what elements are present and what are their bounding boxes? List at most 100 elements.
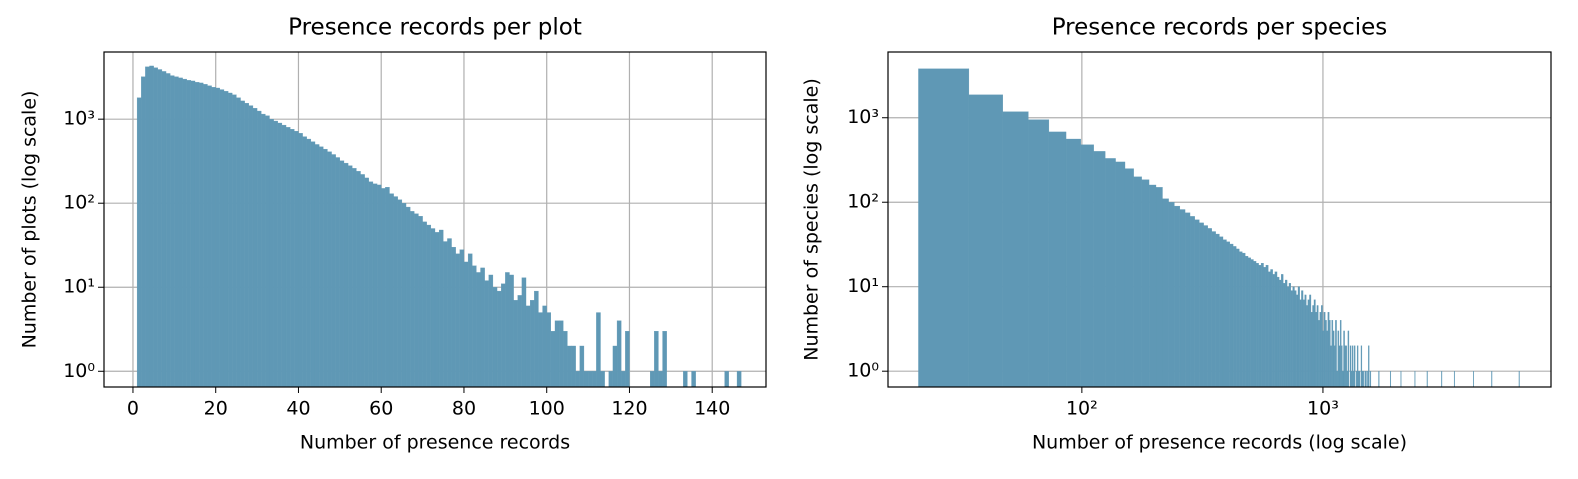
bar <box>600 371 605 388</box>
bar <box>1260 263 1264 388</box>
x-tick-label: 10² <box>1066 398 1098 420</box>
bar <box>430 228 436 388</box>
bar <box>1168 202 1175 388</box>
bar <box>567 345 572 388</box>
bar <box>1263 267 1267 388</box>
bar <box>1378 371 1380 388</box>
bar <box>1184 212 1191 388</box>
bar <box>476 272 481 388</box>
bar <box>1339 320 1342 388</box>
bar <box>314 144 320 388</box>
bar <box>501 283 506 388</box>
bar <box>1301 290 1304 388</box>
bar <box>1518 371 1520 388</box>
bar <box>488 274 494 388</box>
bar <box>170 75 175 388</box>
bar <box>621 371 626 388</box>
bar <box>1162 198 1169 388</box>
bar <box>1335 320 1337 388</box>
bar <box>294 131 299 388</box>
bar <box>1330 345 1332 388</box>
bar <box>1350 371 1353 388</box>
y-tick-label: 10³ <box>847 106 879 128</box>
bar <box>592 371 597 388</box>
x-axis-label: Number of presence records <box>300 432 570 454</box>
bar <box>323 148 328 388</box>
bar <box>1255 263 1259 388</box>
bar <box>215 87 220 388</box>
bar <box>434 232 440 388</box>
bar <box>414 213 419 388</box>
bar <box>376 184 382 388</box>
bar <box>194 82 200 388</box>
bar <box>318 146 324 388</box>
bar <box>1028 119 1050 388</box>
bar <box>256 110 262 388</box>
x-tick-label: 40 <box>286 398 310 420</box>
axes: 10² 10³ 10⁰ 10¹ 10² 10³ Presence records per s… <box>801 15 1552 454</box>
bar <box>240 100 245 388</box>
bar <box>1327 311 1330 388</box>
bar <box>538 312 543 388</box>
bar <box>389 193 394 388</box>
bar <box>1250 259 1254 388</box>
bar <box>1344 345 1346 388</box>
x-tick-label: 120 <box>611 398 647 420</box>
bar <box>232 94 237 388</box>
bar <box>1247 257 1251 388</box>
bar <box>1368 345 1370 388</box>
bar <box>393 196 398 388</box>
bar <box>227 92 233 388</box>
bar <box>1307 299 1310 388</box>
bar <box>327 151 332 388</box>
bar <box>290 129 295 388</box>
bar <box>1048 131 1067 388</box>
bar <box>136 97 142 388</box>
bar <box>410 211 415 388</box>
bar <box>1219 236 1224 388</box>
bar <box>443 241 448 388</box>
bar <box>426 224 432 388</box>
bar <box>1322 330 1325 388</box>
bar <box>1332 330 1335 388</box>
bar <box>1313 299 1316 388</box>
x-tick-label: 10³ <box>1307 398 1339 420</box>
bar <box>1414 371 1416 388</box>
bar <box>459 249 465 388</box>
y-tick-label: 10² <box>847 191 879 213</box>
bar <box>1222 239 1227 388</box>
bar <box>1226 241 1230 388</box>
bar <box>302 136 307 388</box>
bar <box>625 331 630 388</box>
bar <box>1080 144 1094 388</box>
bar <box>1141 179 1150 388</box>
bar <box>1286 286 1290 388</box>
bar <box>405 206 411 388</box>
bar <box>521 277 527 388</box>
bar <box>683 371 688 388</box>
bar <box>1207 228 1212 388</box>
y-tick-label: 10¹ <box>847 275 879 297</box>
bar <box>1288 283 1291 388</box>
bar <box>616 320 622 388</box>
bar <box>558 320 564 388</box>
bar <box>1342 371 1344 388</box>
bar <box>1297 286 1300 388</box>
bar <box>1328 320 1331 388</box>
bar <box>484 280 489 388</box>
bar <box>583 371 589 388</box>
bar <box>165 73 171 388</box>
bar <box>505 272 510 388</box>
bar <box>372 183 378 388</box>
bar <box>1179 209 1186 388</box>
bar <box>352 168 357 388</box>
bar <box>1133 176 1142 388</box>
bar <box>368 181 374 388</box>
bar <box>236 97 241 388</box>
bar <box>1349 345 1352 388</box>
bar <box>1358 371 1361 388</box>
bar <box>1351 345 1354 388</box>
bar <box>1292 286 1295 388</box>
x-tick-label: 100 <box>529 398 565 420</box>
y-tick-label: 10⁰ <box>63 360 95 382</box>
